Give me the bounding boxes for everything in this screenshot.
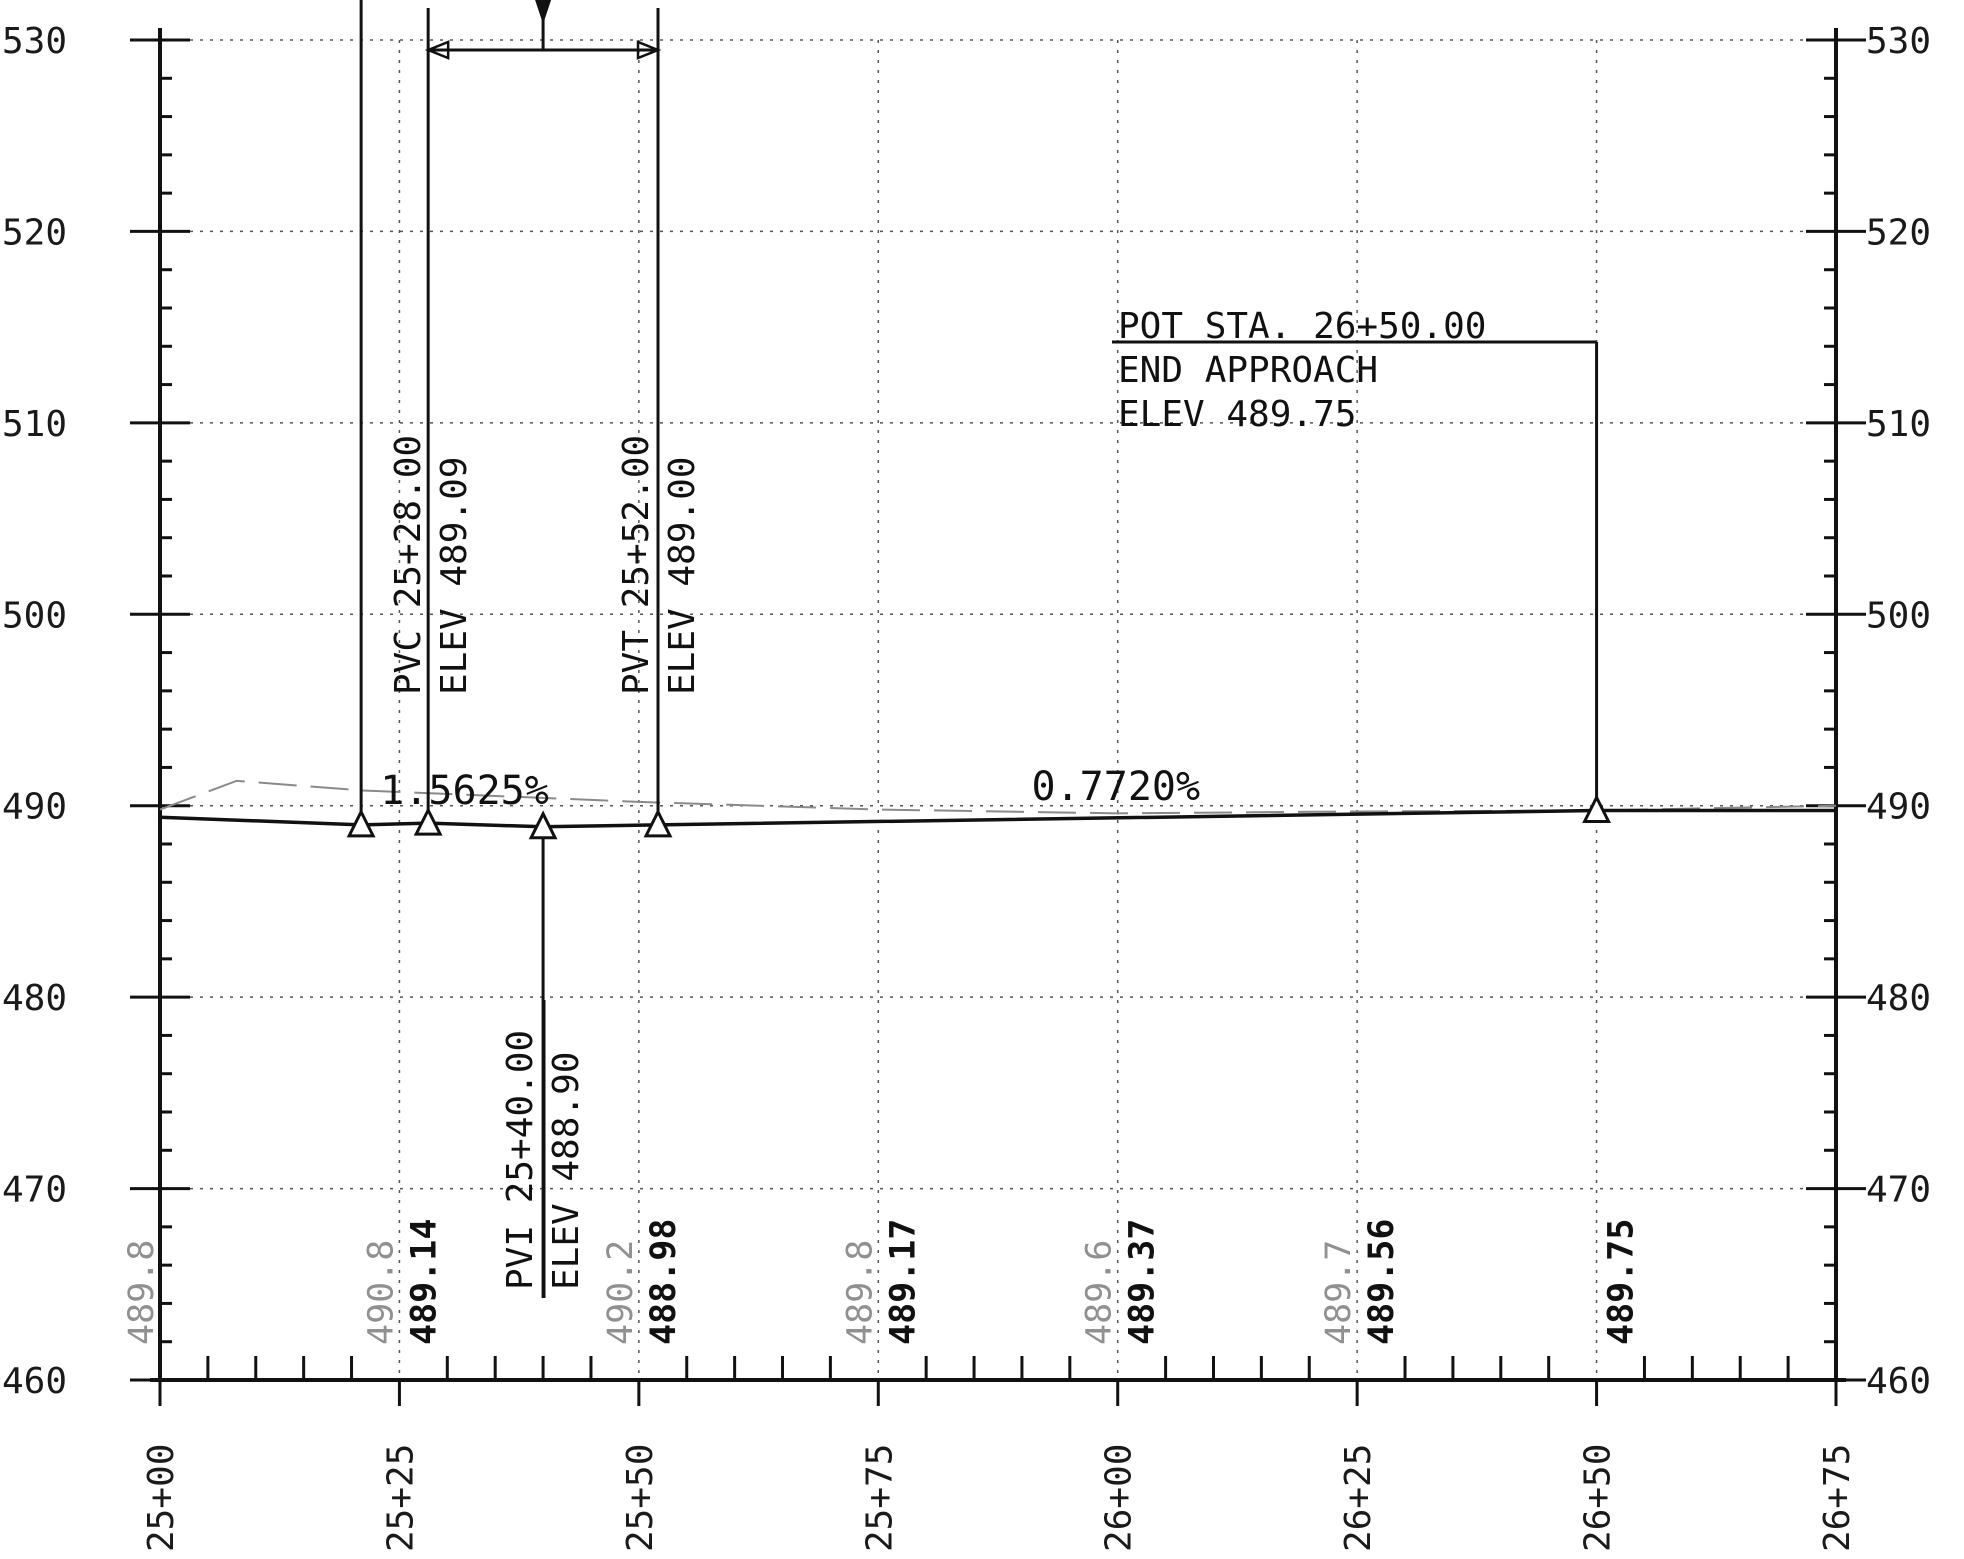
triangle-marker-pvt [643,808,673,838]
pvc-elevation-label: ELEV 489.09 [434,457,475,695]
triangle-marker-pot [1582,794,1611,823]
right-elevation-label: 510 [1866,404,1931,445]
existing-elevation-value: 490.8 [361,1240,401,1345]
pvi-arrowhead [535,0,552,24]
grade-label-2: 0.7720% [1032,764,1201,810]
grid-layer [160,39,1836,1380]
grade-label-1: 1.5625% [380,768,549,814]
pot-station-label: POT STA. 26+50.00 [1118,306,1486,347]
left-elevation-label: 470 [2,1170,67,1211]
pot-description-label: END APPROACH [1118,350,1378,391]
left-elevation-label: 490 [2,787,67,828]
pvi-station-label: PVI 25+40.00 [500,1030,541,1290]
proposed-elevation-value: 489.75 [1602,1219,1642,1345]
left-elevation-label: 520 [2,212,67,253]
left-elevation-label: 500 [2,595,67,636]
existing-elevation-value: 489.8 [840,1240,880,1345]
right-elevation-label: 520 [1866,212,1931,253]
triangle-marker-pvc [413,806,443,836]
pvi-elevation-label: ELEV 488.90 [546,1052,587,1290]
existing-elevation-value: 489.8 [122,1240,162,1345]
triangle-marker-start [346,808,376,838]
left-elevation-label: 530 [2,21,67,62]
pvt-station-label: PVT 25+52.00 [616,435,657,695]
label-layer: PVC 25+28.00 ELEV 489.09 PVT 25+52.00 EL… [122,306,1642,1345]
station-label: 25+25 [380,1444,421,1552]
left-elevation-label: 460 [2,1361,67,1402]
dimension-arrow-left [424,40,450,60]
station-label: 26+25 [1338,1444,1379,1552]
proposed-elevation-value: 489.56 [1362,1219,1402,1345]
station-label: 26+00 [1099,1444,1140,1552]
axis-layer: 460 460 470 470 480 480 490 490 500 500 510 510 520 5… [2,21,1931,1552]
right-elevation-label: 460 [1866,1361,1931,1402]
triangle-marker-pvi [528,810,558,840]
leader-layer [359,0,1599,1298]
right-elevation-label: 470 [1866,1170,1931,1211]
right-elevation-label: 480 [1866,978,1931,1019]
marker-layer [346,794,1611,840]
pvc-station-label: PVC 25+28.00 [388,435,429,695]
right-elevation-label: 490 [1866,787,1931,828]
station-label: 25+50 [620,1444,661,1552]
existing-elevation-value: 489.6 [1080,1240,1120,1345]
station-label: 25+00 [141,1444,182,1552]
left-elevation-label: 510 [2,404,67,445]
station-label: 26+50 [1578,1444,1619,1552]
right-elevation-label: 530 [1866,21,1931,62]
pvt-elevation-label: ELEV 489.00 [662,457,703,695]
pot-elevation-label: ELEV 489.75 [1118,394,1356,435]
station-label: 25+75 [859,1444,900,1552]
existing-elevation-value: 490.2 [601,1240,641,1345]
proposed-elevation-value: 489.14 [404,1219,444,1345]
proposed-elevation-value: 489.37 [1123,1219,1163,1345]
left-elevation-label: 480 [2,978,67,1019]
proposed-elevation-value: 488.98 [644,1219,684,1345]
right-elevation-label: 500 [1866,595,1931,636]
dimension-arrow-right [636,40,662,60]
existing-elevation-value: 489.7 [1319,1240,1359,1345]
proposed-elevation-value: 489.17 [883,1219,923,1345]
station-label: 26+75 [1817,1444,1858,1552]
